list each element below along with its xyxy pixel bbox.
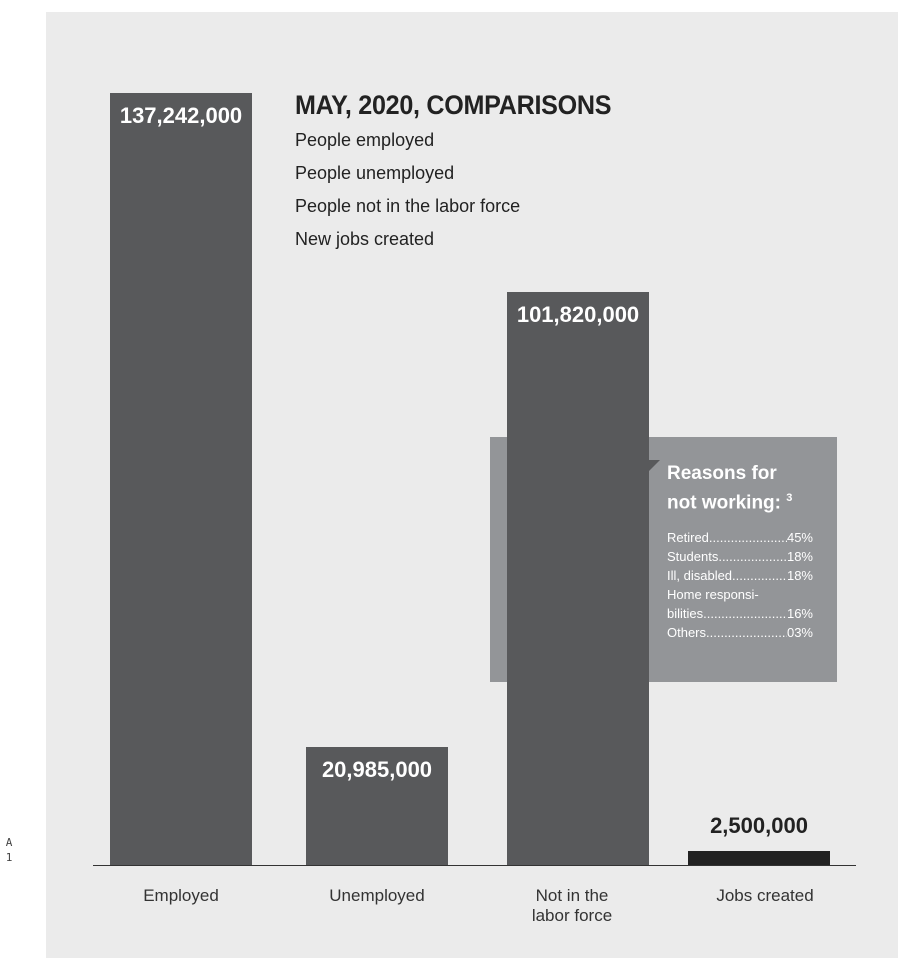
bar-value-label: 137,242,000: [119, 103, 243, 128]
bar-value-label: 20,985,000: [321, 757, 433, 782]
reason-value: 45%: [786, 530, 813, 545]
category-label: Unemployed: [329, 886, 425, 905]
reason-name: Students: [667, 549, 719, 564]
reason-name: Ill, disabled: [667, 568, 733, 583]
reason-row: Retired 45%: [667, 528, 813, 547]
bar-employed: [110, 93, 252, 865]
reason-row: Students 18%: [667, 547, 813, 566]
callout-title-line2: not working: 3: [667, 486, 792, 515]
reason-row: Ill, disabled 18%: [667, 566, 813, 585]
chart-title: MAY, 2020, COMPARISONS: [295, 90, 612, 120]
reason-value: 03%: [786, 625, 813, 640]
margin-mark: A 1: [0, 835, 18, 865]
subtitle-employed: People employed: [295, 130, 435, 150]
reason-row: Home responsi-: [667, 585, 813, 604]
margin-mark-number: 1: [5, 851, 13, 864]
reason-name: Home responsi-: [667, 587, 759, 602]
subtitle-unemployed: People unemployed: [295, 163, 455, 183]
callout-footnote: 3: [786, 492, 793, 504]
subtitle-new-jobs: New jobs created: [295, 229, 435, 249]
reason-value: 18%: [786, 549, 813, 564]
reason-name: Retired: [667, 530, 709, 545]
bar-value-label: 101,820,000: [516, 302, 640, 327]
reason-value: 18%: [786, 568, 813, 583]
category-label: Not in the labor force: [531, 886, 613, 925]
category-label: Jobs created: [716, 886, 814, 905]
callout-pointer: [646, 460, 660, 474]
callout-title-line1: Reasons for: [667, 463, 777, 484]
reason-name: bilities: [667, 606, 704, 621]
reason-row: bilities 16%: [667, 604, 813, 623]
bar-unemployed: [306, 747, 448, 865]
callout-title: Reasons for not working: 3: [667, 461, 792, 515]
bar-value-label: 2,500,000: [710, 813, 808, 838]
reason-name: Others: [667, 625, 707, 640]
x-axis-baseline: [93, 865, 856, 866]
reasons-list: Retired45% Students18% Ill, disabled18% …: [667, 528, 813, 642]
subtitle-not-in-labor-force: People not in the labor force: [295, 196, 521, 216]
reason-value: 16%: [786, 606, 813, 621]
category-label: Employed: [143, 886, 219, 905]
callout-title-line2-text: not working:: [667, 492, 781, 514]
bar-not-in-the-labor-force: [507, 292, 649, 865]
margin-mark-letter: A: [5, 836, 13, 849]
bar-jobs-created: [688, 851, 830, 865]
reason-row: Others 03%: [667, 623, 813, 642]
